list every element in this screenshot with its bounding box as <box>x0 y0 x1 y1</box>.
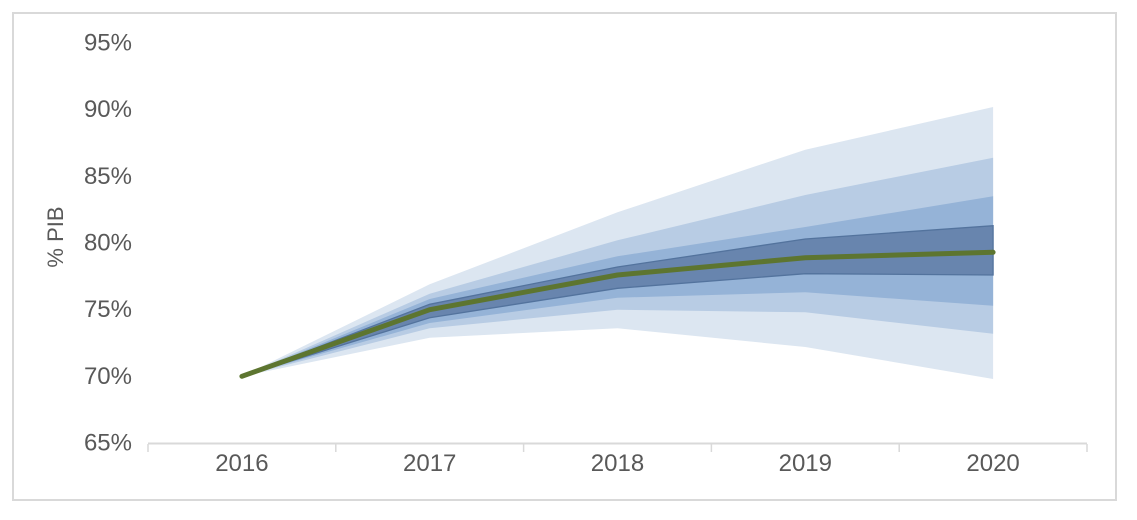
y-axis-title: % PIB <box>43 206 68 267</box>
x-tick-label: 2018 <box>591 450 644 477</box>
central-projection-line <box>239 249 996 379</box>
x-tick-label: 2017 <box>403 450 456 477</box>
y-tick-label: 65% <box>84 430 132 457</box>
chart-border-frame <box>12 12 1117 501</box>
y-axis-tick-labels: 95% 90% 85% 80% 75% 70% 65% <box>84 30 132 457</box>
y-tick-label: 80% <box>84 230 132 257</box>
y-tick-label: 90% <box>84 96 132 123</box>
x-tick-label: 2020 <box>966 450 1019 477</box>
y-tick-label: 75% <box>84 296 132 323</box>
y-tick-label: 70% <box>84 363 132 390</box>
y-tick-label: 95% <box>84 30 132 57</box>
x-tick-label: 2016 <box>215 450 268 477</box>
x-tick-label: 2019 <box>779 450 832 477</box>
x-axis <box>147 442 1088 452</box>
x-axis-tick-labels: 2016 2017 2018 2019 2020 <box>215 450 1020 477</box>
y-tick-label: 85% <box>84 163 132 190</box>
